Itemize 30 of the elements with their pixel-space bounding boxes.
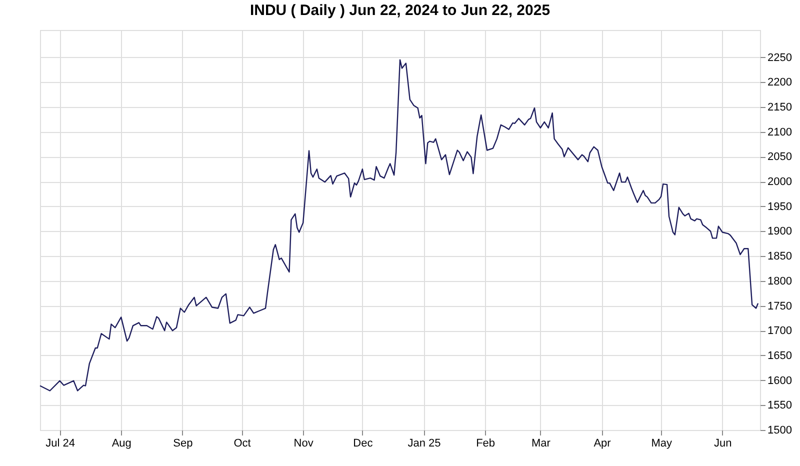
- y-tick-label: 1650: [768, 350, 792, 362]
- x-tick-label: Oct: [234, 438, 251, 450]
- y-tick-label: 1550: [768, 400, 792, 412]
- y-tick-label: 1700: [768, 325, 792, 338]
- chart-title: INDU ( Daily ) Jun 22, 2024 to Jun 22, 2025: [250, 2, 550, 19]
- y-tick-label: 1600: [768, 374, 792, 387]
- y-tick-label: 2050: [768, 151, 792, 164]
- y-tick-label: 2150: [768, 102, 792, 114]
- x-tick-label: Aug: [112, 438, 132, 450]
- x-tick-label: Jul 24: [46, 438, 75, 450]
- x-tick-label: Nov: [294, 438, 314, 450]
- x-tick-label: Jan 25: [408, 438, 441, 450]
- y-tick-label: 1750: [768, 300, 792, 312]
- x-tick-label: May: [651, 438, 672, 450]
- y-tick-label: 2200: [768, 76, 792, 89]
- x-tick-label: Dec: [353, 438, 374, 450]
- line-series: [39, 59, 759, 392]
- y-tick-label: 2100: [768, 126, 792, 138]
- x-tick-label: Mar: [531, 438, 551, 450]
- y-tick-label: 1500: [768, 424, 792, 436]
- y-tick-label: 1900: [768, 226, 792, 238]
- x-tick-label: Apr: [594, 438, 612, 450]
- y-tick-label: 2250: [768, 52, 792, 64]
- x-tick-label: Sep: [173, 438, 193, 450]
- y-tick-label: 1800: [768, 275, 792, 288]
- y-tick-label: 1950: [768, 200, 792, 213]
- y-tick-label: 1850: [768, 250, 792, 263]
- y-tick-label: 2000: [768, 176, 792, 188]
- x-tick-label: Feb: [476, 438, 496, 450]
- x-tick-label: Jun: [714, 438, 732, 450]
